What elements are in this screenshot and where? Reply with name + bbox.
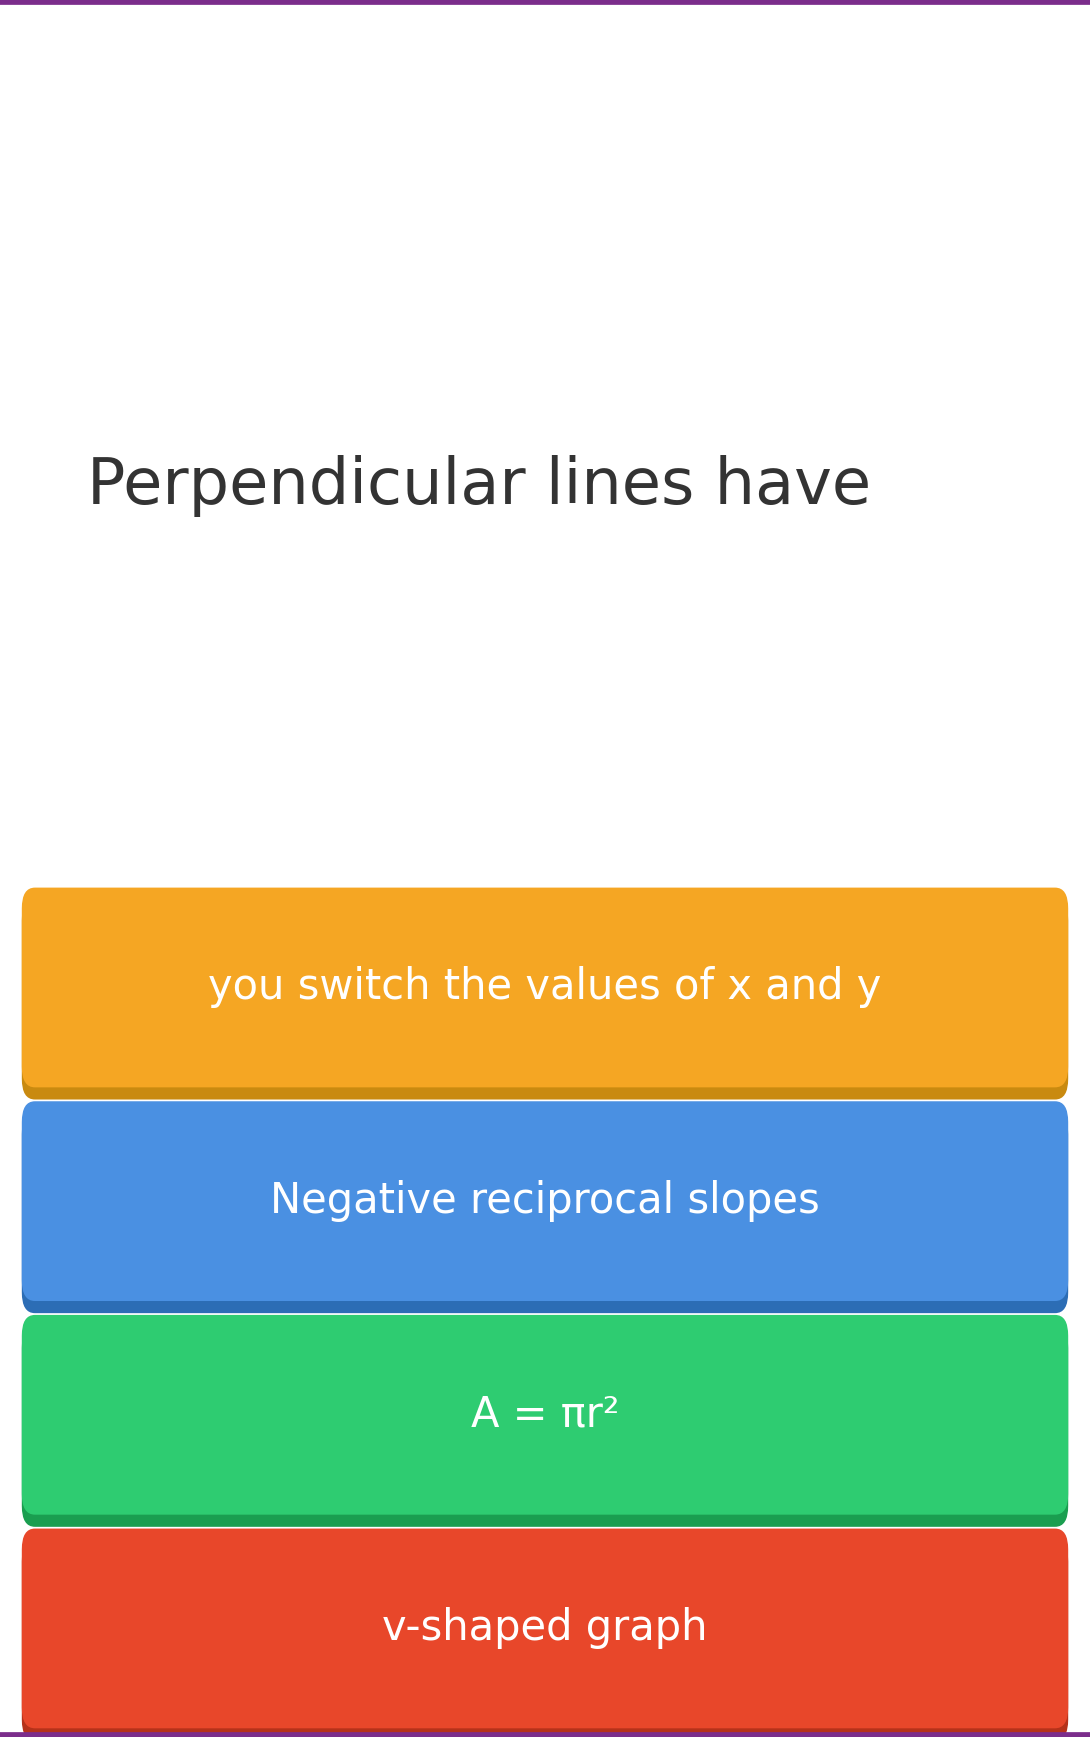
- FancyBboxPatch shape: [22, 1529, 1068, 1728]
- FancyBboxPatch shape: [22, 1327, 1068, 1527]
- Text: Perpendicular lines have: Perpendicular lines have: [87, 455, 871, 518]
- FancyBboxPatch shape: [22, 1113, 1068, 1313]
- Text: v-shaped graph: v-shaped graph: [383, 1607, 707, 1650]
- Text: you switch the values of x and y: you switch the values of x and y: [208, 966, 882, 1009]
- FancyBboxPatch shape: [22, 1315, 1068, 1515]
- FancyBboxPatch shape: [22, 888, 1068, 1087]
- Text: Negative reciprocal slopes: Negative reciprocal slopes: [270, 1179, 820, 1223]
- Text: A = πr²: A = πr²: [471, 1393, 619, 1436]
- FancyBboxPatch shape: [22, 1101, 1068, 1301]
- FancyBboxPatch shape: [22, 900, 1068, 1100]
- FancyBboxPatch shape: [22, 1541, 1068, 1737]
